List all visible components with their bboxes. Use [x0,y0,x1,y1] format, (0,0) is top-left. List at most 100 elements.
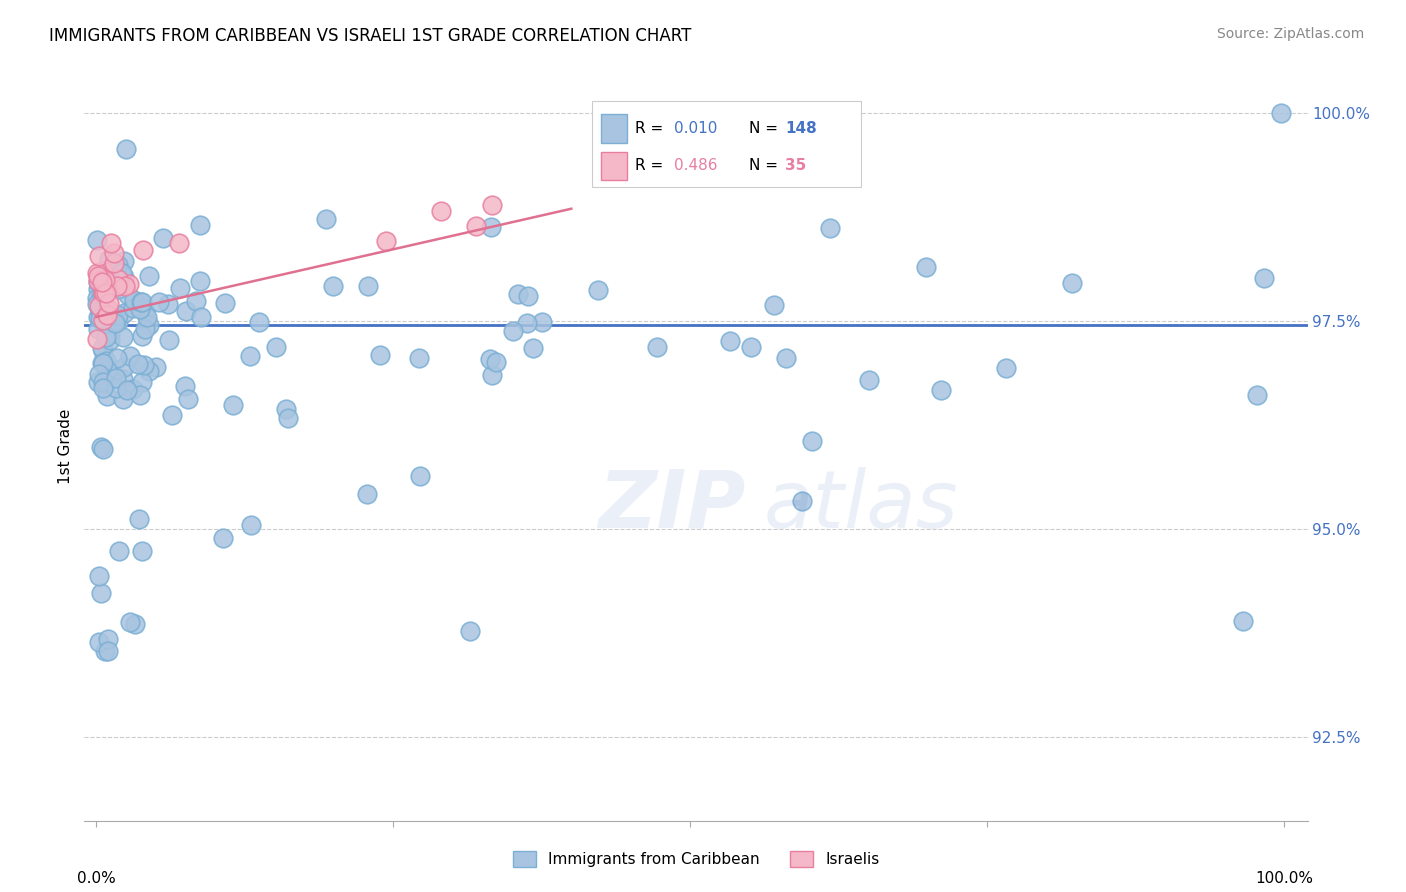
Text: R =: R = [636,158,668,173]
Point [91,285,114,300]
Y-axis label: 1st Grade: 1st Grade [58,409,73,483]
Point [517,289,540,303]
Point [740,341,762,355]
Point [91,344,114,359]
Point [502,324,524,338]
Point [276,402,298,417]
Text: N =: N = [748,158,783,173]
Point [465,219,488,233]
Point [1246,388,1268,402]
Point [93,282,115,296]
Point [131,294,153,309]
Point [87,275,110,289]
Point [90,275,112,289]
Point [103,281,125,295]
Point [190,310,212,324]
Point [90,283,112,297]
Point [90,585,112,599]
Point [93,286,115,301]
Point [103,256,125,270]
Point [96,307,118,321]
FancyBboxPatch shape [600,114,627,143]
Point [188,218,211,232]
Point [1270,106,1292,120]
Point [96,376,118,391]
Point [138,268,160,283]
Point [87,635,110,649]
Point [86,310,108,324]
Point [134,304,156,318]
Point [112,329,135,343]
Point [94,644,117,658]
Point [105,351,128,365]
Legend: Immigrants from Caribbean, Israelis: Immigrants from Caribbean, Israelis [506,845,886,873]
Point [96,363,118,377]
Point [531,315,554,329]
Point [112,372,135,386]
Point [994,360,1017,375]
Point [131,328,153,343]
Point [169,280,191,294]
Point [91,381,114,395]
Point [131,294,153,309]
Text: R =: R = [636,120,668,136]
Point [94,280,117,294]
Point [90,290,112,304]
Point [775,351,797,365]
Point [356,487,378,501]
Point [91,356,114,370]
Point [98,252,121,266]
Point [117,288,139,302]
Point [112,254,135,268]
Point [763,298,786,312]
Point [96,301,118,316]
Point [134,358,156,372]
Text: atlas: atlas [763,467,959,545]
Point [97,632,120,646]
Point [136,310,159,325]
Point [120,350,142,364]
Point [124,616,146,631]
Point [90,266,112,280]
Point [114,278,136,293]
Point [87,375,110,389]
Point [375,234,398,248]
Point [322,279,344,293]
Point [86,266,108,280]
Point [91,442,114,457]
Point [90,279,112,293]
FancyBboxPatch shape [600,152,627,180]
Point [103,246,125,260]
Point [96,308,118,322]
Point [89,299,111,313]
Point [264,340,287,354]
Point [800,434,823,448]
Point [91,273,114,287]
Point [1232,615,1254,629]
Point [86,233,108,247]
Point [176,392,198,406]
Point [86,269,108,284]
Point [214,296,236,310]
Point [107,282,129,296]
Text: 35: 35 [786,158,807,173]
Point [89,311,111,326]
Point [430,203,453,218]
Point [152,231,174,245]
Point [128,301,150,316]
Point [108,265,131,279]
Point [112,306,135,320]
Point [89,305,111,319]
Point [586,283,609,297]
Point [188,274,211,288]
Text: Source: ZipAtlas.com: Source: ZipAtlas.com [1216,27,1364,41]
Point [186,294,208,309]
Point [107,271,129,285]
Point [790,493,813,508]
Point [148,295,170,310]
Text: 0.0%: 0.0% [77,871,115,886]
Point [458,624,481,639]
Point [108,544,131,558]
Point [86,292,108,306]
Point [138,318,160,332]
